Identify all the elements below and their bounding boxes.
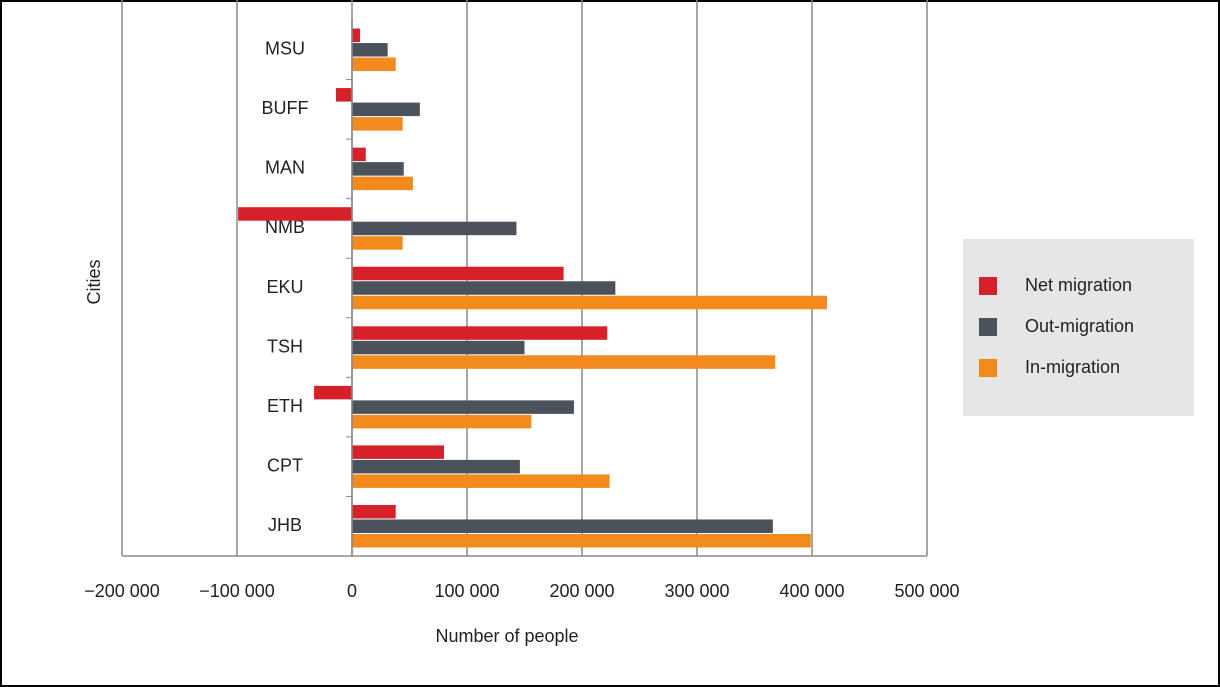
bar [352,117,403,131]
bar [352,445,444,459]
bar [335,88,352,102]
bar [352,266,564,281]
bar [352,236,403,250]
bar [352,28,361,43]
x-tick-label: −100 000 [199,581,275,601]
x-tick-label: 100 000 [434,581,499,601]
legend-box [963,239,1194,416]
bar [352,295,827,310]
bar [352,400,574,414]
y-tick-label: TSH [267,336,303,356]
bar [352,57,396,72]
y-tick-label: EKU [266,277,303,297]
bar [352,474,610,488]
legend-swatch [979,359,997,377]
bar [352,340,525,355]
bar [352,533,811,548]
x-tick-label: 500 000 [894,581,959,601]
bar [352,504,396,519]
bar [352,326,608,340]
x-tick-label: −200 000 [84,581,160,601]
bar [238,207,352,221]
bar [352,43,388,57]
bar [314,385,352,400]
bar [352,414,532,429]
legend-label: Net migration [1025,275,1132,295]
bar [352,355,776,369]
x-axis-label: Number of people [435,626,578,646]
bar [352,519,773,533]
bar [352,162,404,176]
bar [352,459,520,474]
y-axis-label: Cities [84,259,104,304]
bar [352,176,413,191]
legend-label: Out-migration [1025,316,1134,336]
y-tick-label: ETH [267,396,303,416]
x-tick-label: 400 000 [779,581,844,601]
x-tick-label: 200 000 [549,581,614,601]
y-tick-label: MSU [265,39,305,59]
y-tick-label: NMB [265,217,305,237]
y-tick-label: CPT [267,455,303,475]
legend-label: In-migration [1025,357,1120,377]
bar [352,102,420,117]
y-tick-label: MAN [265,158,305,178]
legend-swatch [979,318,997,336]
bar [352,147,366,162]
y-tick-label: JHB [268,515,302,535]
y-tick-label: BUFF [262,98,309,118]
bar [352,281,616,295]
x-tick-label: 0 [347,581,357,601]
legend-swatch [979,277,997,295]
x-tick-label: 300 000 [664,581,729,601]
bar [352,221,517,236]
